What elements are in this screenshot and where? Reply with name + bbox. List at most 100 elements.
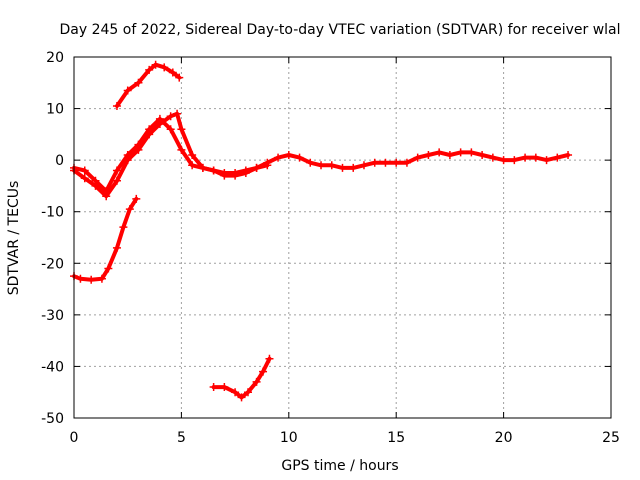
x-axis-label: GPS time / hours bbox=[281, 458, 398, 474]
data-point bbox=[112, 101, 121, 110]
data-point bbox=[564, 150, 573, 159]
data-point bbox=[338, 163, 347, 172]
x-tick-label: 0 bbox=[70, 430, 79, 446]
data-point bbox=[132, 194, 141, 203]
data-point bbox=[220, 383, 229, 392]
data-point bbox=[521, 153, 530, 162]
axis-ticks: 0 5 10 15 20 25 -50 -40 -30 -20 -10 0 10 20 bbox=[41, 50, 620, 446]
data-point bbox=[80, 166, 89, 175]
series-track-b bbox=[70, 109, 272, 201]
data-point bbox=[263, 161, 272, 170]
data-point bbox=[112, 176, 121, 185]
series-track-e bbox=[209, 354, 274, 402]
data-point bbox=[456, 148, 465, 157]
data-point bbox=[119, 223, 128, 232]
data-point bbox=[87, 275, 96, 284]
data-point bbox=[424, 150, 433, 159]
data-point bbox=[112, 166, 121, 175]
y-tick-label: -20 bbox=[41, 256, 64, 272]
data-point bbox=[402, 158, 411, 167]
x-tick-label: 25 bbox=[602, 430, 620, 446]
data-point bbox=[209, 166, 218, 175]
data-point bbox=[488, 153, 497, 162]
data-point bbox=[349, 163, 358, 172]
data-point bbox=[252, 163, 261, 172]
x-tick-label: 20 bbox=[495, 430, 513, 446]
data-point bbox=[284, 150, 293, 159]
x-tick-label: 15 bbox=[387, 430, 405, 446]
data-point bbox=[97, 274, 106, 283]
data-point bbox=[134, 145, 143, 154]
y-tick-label: -40 bbox=[41, 359, 64, 375]
y-tick-label: -10 bbox=[41, 205, 64, 221]
data-point bbox=[173, 109, 182, 118]
data-point bbox=[160, 63, 169, 72]
y-tick-label: 20 bbox=[46, 50, 64, 66]
data-point bbox=[435, 148, 444, 157]
data-point bbox=[542, 156, 551, 165]
data-point bbox=[445, 150, 454, 159]
data-point bbox=[177, 125, 186, 134]
data-point bbox=[274, 153, 283, 162]
data-point bbox=[125, 205, 134, 214]
data-point bbox=[145, 130, 154, 139]
data-point bbox=[317, 161, 326, 170]
data-point bbox=[188, 161, 197, 170]
series-line bbox=[115, 62, 182, 108]
data-point bbox=[166, 112, 175, 121]
data-point bbox=[76, 274, 85, 283]
series-track-c bbox=[112, 60, 184, 110]
data-point bbox=[381, 158, 390, 167]
data-point bbox=[231, 171, 240, 180]
x-tick-label: 10 bbox=[280, 430, 298, 446]
data-point bbox=[209, 383, 218, 392]
data-point bbox=[237, 393, 246, 402]
data-series bbox=[70, 60, 573, 402]
data-point bbox=[166, 125, 175, 134]
data-point bbox=[175, 73, 184, 82]
data-point bbox=[370, 158, 379, 167]
data-point bbox=[91, 181, 100, 190]
data-point bbox=[243, 388, 252, 397]
data-point bbox=[145, 65, 154, 74]
data-point bbox=[359, 161, 368, 170]
data-point bbox=[252, 377, 261, 386]
data-point bbox=[151, 60, 160, 69]
grid bbox=[74, 57, 611, 418]
y-axis-label: SDTVAR / TECUs bbox=[6, 181, 22, 296]
data-point bbox=[478, 150, 487, 159]
data-point bbox=[392, 158, 401, 167]
data-point bbox=[80, 174, 89, 183]
series-line bbox=[211, 356, 272, 400]
data-point bbox=[259, 367, 268, 376]
data-point bbox=[413, 153, 422, 162]
data-point bbox=[265, 354, 274, 363]
data-point bbox=[123, 86, 132, 95]
data-point bbox=[168, 68, 177, 77]
series-track-d bbox=[70, 194, 141, 284]
x-tick-label: 5 bbox=[177, 430, 186, 446]
data-point bbox=[102, 192, 111, 201]
data-point bbox=[134, 78, 143, 87]
y-tick-label: 10 bbox=[46, 102, 64, 118]
data-point bbox=[231, 388, 240, 397]
data-point bbox=[553, 153, 562, 162]
data-point bbox=[295, 153, 304, 162]
chart-title: Day 245 of 2022, Sidereal Day-to-day VTE… bbox=[59, 22, 620, 38]
data-point bbox=[327, 161, 336, 170]
data-point bbox=[104, 264, 113, 273]
data-point bbox=[112, 243, 121, 252]
data-point bbox=[123, 156, 132, 165]
data-point bbox=[198, 163, 207, 172]
y-tick-label: 0 bbox=[55, 153, 64, 169]
data-point bbox=[306, 158, 315, 167]
data-point bbox=[155, 120, 164, 129]
data-point bbox=[241, 169, 250, 178]
plot-frame bbox=[73, 56, 612, 419]
data-point bbox=[220, 171, 229, 180]
data-point bbox=[467, 148, 476, 157]
data-point bbox=[531, 153, 540, 162]
data-point bbox=[499, 156, 508, 165]
